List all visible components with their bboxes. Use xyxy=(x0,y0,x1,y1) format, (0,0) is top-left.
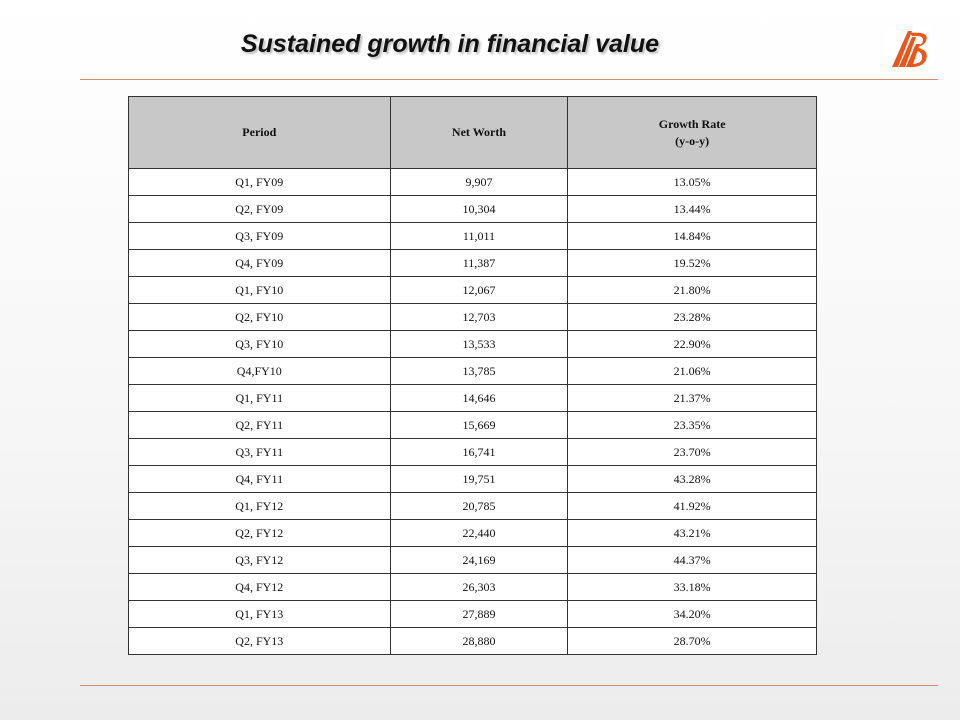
cell-period: Q3, FY09 xyxy=(128,222,391,250)
cell-net-worth: 14,646 xyxy=(389,384,569,412)
table-row: Q2, FY11 15,669 23.35% xyxy=(128,411,817,439)
cell-growth-rate: 43.21% xyxy=(567,519,817,547)
cell-growth-rate: 22.90% xyxy=(567,330,817,358)
cell-growth-rate: 14.84% xyxy=(567,222,817,250)
table-row: Q1, FY10 12,067 21.80% xyxy=(128,276,817,304)
cell-period: Q1, FY11 xyxy=(128,384,391,412)
cell-period: Q3, FY12 xyxy=(128,546,391,574)
cell-growth-rate: 21.06% xyxy=(567,357,817,385)
cell-period: Q1, FY12 xyxy=(128,492,391,520)
header-growth-rate: Growth Rate (y-o-y) xyxy=(567,96,817,169)
cell-period: Q2, FY10 xyxy=(128,303,391,331)
header-growth-rate-line2: (y-o-y) xyxy=(675,133,710,148)
cell-growth-rate: 23.70% xyxy=(567,438,817,466)
slide-title: Sustained growth in financial value xyxy=(0,30,900,59)
cell-growth-rate: 34.20% xyxy=(567,600,817,628)
table-row: Q3, FY11 16,741 23.70% xyxy=(128,438,817,466)
cell-net-worth: 11,387 xyxy=(389,249,569,277)
cell-net-worth: 28,880 xyxy=(389,627,569,655)
header-growth-rate-line1: Growth Rate xyxy=(658,116,726,131)
cell-period: Q1, FY13 xyxy=(128,600,391,628)
table-row: Q2, FY13 28,880 28.70% xyxy=(128,627,817,655)
cell-growth-rate: 19.52% xyxy=(567,249,817,277)
cell-period: Q4, FY12 xyxy=(128,573,391,601)
table-row: Q4, FY12 26,303 33.18% xyxy=(128,573,817,601)
cell-net-worth: 11,011 xyxy=(389,222,569,250)
cell-growth-rate: 23.28% xyxy=(567,303,817,331)
header-period: Period xyxy=(128,96,391,169)
cell-net-worth: 13,785 xyxy=(389,357,569,385)
table-row: Q2, FY09 10,304 13.44% xyxy=(128,195,817,223)
cell-growth-rate: 21.80% xyxy=(567,276,817,304)
top-divider xyxy=(80,79,938,80)
cell-period: Q3, FY10 xyxy=(128,330,391,358)
table-row: Q4, FY09 11,387 19.52% xyxy=(128,249,817,277)
cell-period: Q2, FY11 xyxy=(128,411,391,439)
cell-net-worth: 12,067 xyxy=(389,276,569,304)
table-header-row: Period Net Worth Growth Rate (y-o-y) xyxy=(128,96,817,169)
cell-growth-rate: 28.70% xyxy=(567,627,817,655)
cell-net-worth: 10,304 xyxy=(389,195,569,223)
cell-growth-rate: 21.37% xyxy=(567,384,817,412)
cell-growth-rate: 23.35% xyxy=(567,411,817,439)
table-row: Q2, FY12 22,440 43.21% xyxy=(128,519,817,547)
cell-net-worth: 27,889 xyxy=(389,600,569,628)
cell-net-worth: 9,907 xyxy=(389,168,569,196)
slide-title-text: Sustained growth in financial value xyxy=(240,30,660,58)
cell-growth-rate: 41.92% xyxy=(567,492,817,520)
table-row: Q1, FY11 14,646 21.37% xyxy=(128,384,817,412)
cell-growth-rate: 43.28% xyxy=(567,465,817,493)
table-row: Q1, FY09 9,907 13.05% xyxy=(128,168,817,196)
cell-growth-rate: 13.05% xyxy=(567,168,817,196)
net-worth-table: Period Net Worth Growth Rate (y-o-y) Q1,… xyxy=(128,96,817,655)
table-row: Q1, FY12 20,785 41.92% xyxy=(128,492,817,520)
table-row: Q4, FY11 19,751 43.28% xyxy=(128,465,817,493)
table-row: Q4,FY10 13,785 21.06% xyxy=(128,357,817,385)
cell-net-worth: 26,303 xyxy=(389,573,569,601)
cell-net-worth: 13,533 xyxy=(389,330,569,358)
cell-period: Q2, FY12 xyxy=(128,519,391,547)
table-row: Q1, FY13 27,889 34.20% xyxy=(128,600,817,628)
table-row: Q3, FY10 13,533 22.90% xyxy=(128,330,817,358)
cell-net-worth: 20,785 xyxy=(389,492,569,520)
table-body: Q1, FY09 9,907 13.05% Q2, FY09 10,304 13.44% Q… xyxy=(128,168,817,655)
table-row: Q2, FY10 12,703 23.28% xyxy=(128,303,817,331)
bank-logo-icon xyxy=(886,27,932,69)
cell-period: Q4, FY09 xyxy=(128,249,391,277)
cell-period: Q1, FY09 xyxy=(128,168,391,196)
table-row: Q3, FY09 11,011 14.84% xyxy=(128,222,817,250)
header-net-worth: Net Worth xyxy=(389,96,569,169)
cell-net-worth: 19,751 xyxy=(389,465,569,493)
cell-net-worth: 24,169 xyxy=(389,546,569,574)
cell-net-worth: 12,703 xyxy=(389,303,569,331)
cell-period: Q4, FY11 xyxy=(128,465,391,493)
cell-period: Q2, FY09 xyxy=(128,195,391,223)
cell-net-worth: 16,741 xyxy=(389,438,569,466)
cell-growth-rate: 44.37% xyxy=(567,546,817,574)
cell-growth-rate: 33.18% xyxy=(567,573,817,601)
cell-period: Q4,FY10 xyxy=(128,357,391,385)
bottom-divider xyxy=(80,685,938,686)
table-row: Q3, FY12 24,169 44.37% xyxy=(128,546,817,574)
cell-period: Q3, FY11 xyxy=(128,438,391,466)
cell-net-worth: 22,440 xyxy=(389,519,569,547)
cell-period: Q1, FY10 xyxy=(128,276,391,304)
cell-growth-rate: 13.44% xyxy=(567,195,817,223)
cell-period: Q2, FY13 xyxy=(128,627,391,655)
cell-net-worth: 15,669 xyxy=(389,411,569,439)
